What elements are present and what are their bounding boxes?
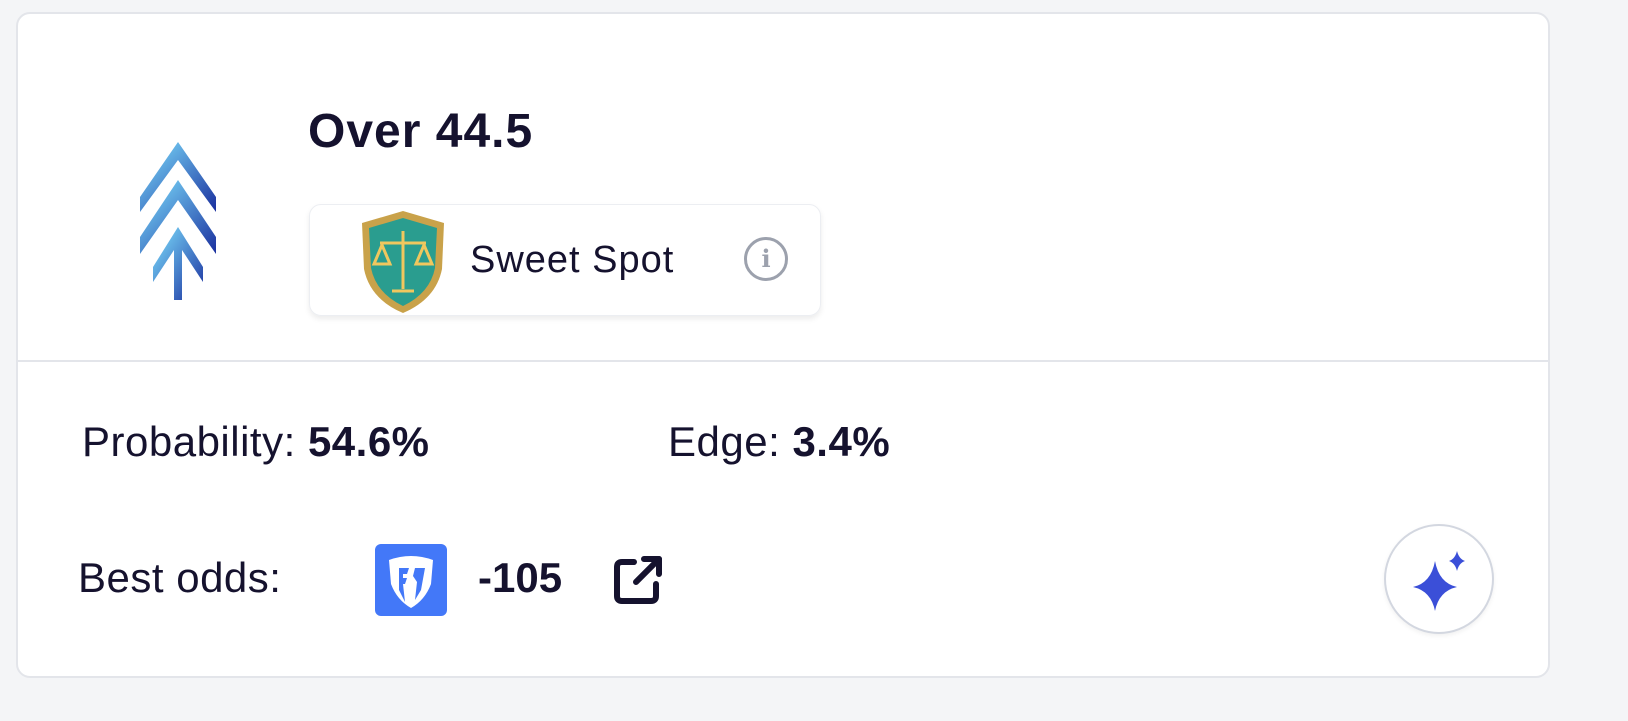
probability-label: Probability:: [82, 418, 296, 465]
info-icon[interactable]: i: [744, 237, 788, 281]
divider: [18, 360, 1548, 362]
external-link-icon[interactable]: [612, 554, 664, 606]
scales-shield-icon: [362, 211, 444, 313]
best-odds-label: Best odds:: [78, 554, 282, 601]
badge-label: Sweet Spot: [470, 239, 675, 281]
sparkle-icon: [1413, 551, 1465, 611]
edge-stat: Edge: 3.4%: [668, 418, 890, 466]
probability-stat: Probability: 54.6%: [82, 418, 430, 466]
triple-chevron-up-icon: [140, 142, 216, 300]
pick-card: Over 44.5 Sweet Spot i Probability: 54.6…: [16, 12, 1550, 678]
sweet-spot-badge[interactable]: Sweet Spot i: [309, 204, 821, 316]
fanduel-logo[interactable]: [375, 544, 447, 616]
pick-title: Over 44.5: [308, 105, 534, 158]
edge-label: Edge:: [668, 418, 781, 465]
edge-value: 3.4%: [792, 418, 891, 465]
best-odds-value: -105: [478, 554, 563, 601]
probability-value: 54.6%: [307, 418, 430, 465]
ai-sparkle-button[interactable]: [1384, 524, 1494, 634]
